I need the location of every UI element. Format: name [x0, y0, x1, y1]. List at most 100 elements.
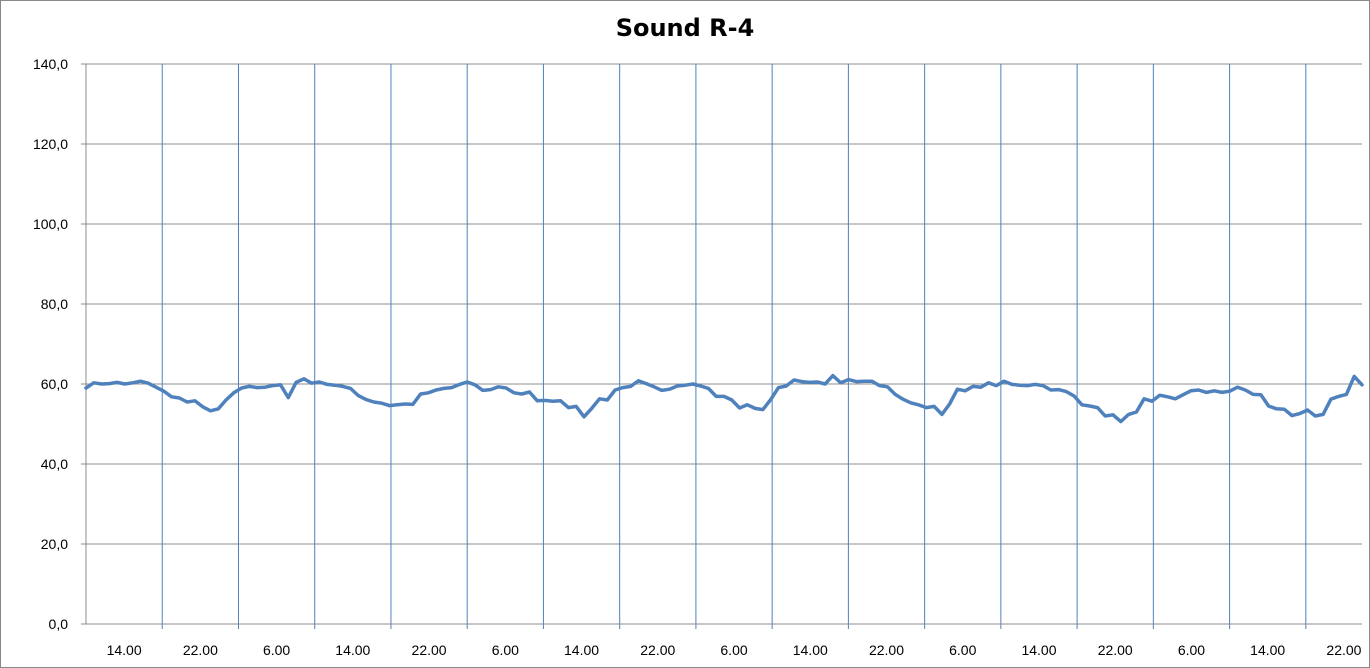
data-point	[1151, 400, 1153, 403]
data-point	[443, 387, 445, 390]
data-point	[590, 407, 593, 410]
data-point	[1081, 404, 1083, 406]
data-point	[1135, 411, 1138, 413]
x-tick-label: 14.00	[335, 642, 370, 658]
x-tick-label: 6.00	[263, 642, 290, 658]
data-point	[816, 381, 819, 383]
data-point	[178, 397, 181, 399]
data-point	[1228, 390, 1231, 393]
data-point	[1112, 414, 1114, 416]
data-point	[388, 404, 391, 407]
data-point	[653, 386, 655, 388]
data-point	[933, 405, 935, 408]
x-tick-label: 22.00	[1326, 642, 1361, 658]
data-point	[310, 382, 313, 385]
data-point	[155, 386, 157, 389]
data-point	[948, 403, 951, 405]
data-point	[1345, 393, 1348, 396]
data-point	[108, 382, 111, 385]
data-point	[909, 402, 912, 404]
data-point	[785, 385, 787, 387]
data-point	[839, 382, 842, 384]
data-point	[240, 387, 243, 389]
series-line	[84, 373, 1364, 424]
data-point	[1221, 391, 1223, 394]
data-point	[318, 381, 321, 383]
data-point	[170, 396, 173, 398]
data-point	[832, 374, 834, 377]
data-point	[1275, 408, 1278, 410]
data-point	[917, 404, 920, 406]
data-point	[435, 389, 437, 391]
x-tick-label: 22.00	[869, 642, 904, 658]
data-point	[131, 382, 134, 384]
data-point	[1205, 391, 1208, 394]
data-point	[995, 384, 998, 387]
data-point	[264, 386, 266, 389]
data-point	[715, 395, 717, 398]
data-point	[116, 381, 118, 384]
data-point	[1299, 412, 1301, 415]
data-point	[1190, 390, 1192, 392]
data-point	[1127, 413, 1130, 416]
data-point	[1073, 395, 1075, 397]
data-point	[552, 400, 554, 403]
data-point	[1353, 375, 1355, 378]
data-point	[754, 407, 756, 410]
x-tick-label: 22.00	[1098, 642, 1133, 658]
data-point	[513, 392, 515, 394]
data-point	[124, 383, 126, 385]
data-point	[1182, 394, 1184, 396]
data-point	[731, 399, 733, 401]
data-point	[629, 385, 632, 388]
x-tick-label: 14.00	[107, 642, 142, 658]
x-tick-label: 14.00	[564, 642, 599, 658]
data-point	[497, 386, 500, 388]
data-point	[987, 382, 990, 384]
data-point	[100, 383, 103, 385]
data-point	[427, 392, 430, 394]
data-point	[194, 400, 196, 402]
data-point	[575, 405, 577, 408]
data-point	[474, 384, 476, 386]
data-point	[1088, 405, 1091, 407]
data-point	[567, 406, 570, 409]
data-point	[279, 384, 282, 386]
data-point	[528, 391, 531, 393]
data-point	[342, 385, 344, 388]
data-point	[1244, 389, 1247, 391]
data-point	[559, 400, 562, 402]
data-point	[762, 408, 764, 411]
data-point	[419, 393, 422, 395]
data-point	[287, 396, 290, 399]
data-point	[676, 385, 679, 387]
data-point	[707, 387, 710, 390]
data-point	[458, 383, 461, 386]
data-point	[396, 404, 399, 406]
data-point	[1050, 389, 1052, 391]
data-point	[1322, 413, 1324, 416]
data-point	[1306, 409, 1309, 411]
y-tick-label: 120,0	[33, 136, 68, 152]
data-point	[769, 398, 772, 401]
data-point	[365, 398, 367, 401]
data-point	[661, 389, 663, 392]
x-tick-label: 14.00	[793, 642, 828, 658]
data-point	[964, 390, 966, 392]
data-point	[1065, 390, 1068, 393]
data-point	[373, 401, 375, 403]
data-point	[746, 404, 749, 406]
data-point	[637, 380, 640, 382]
data-point	[1120, 420, 1122, 423]
data-point	[1174, 398, 1177, 400]
data-point	[1143, 398, 1145, 400]
data-point	[941, 413, 943, 416]
data-point	[326, 383, 329, 386]
x-tick-label: 22.00	[412, 642, 447, 658]
data-point	[847, 378, 850, 381]
data-point	[303, 378, 305, 380]
data-point	[1003, 380, 1005, 383]
data-point	[482, 389, 484, 392]
data-point	[863, 380, 865, 383]
data-point	[622, 386, 624, 389]
